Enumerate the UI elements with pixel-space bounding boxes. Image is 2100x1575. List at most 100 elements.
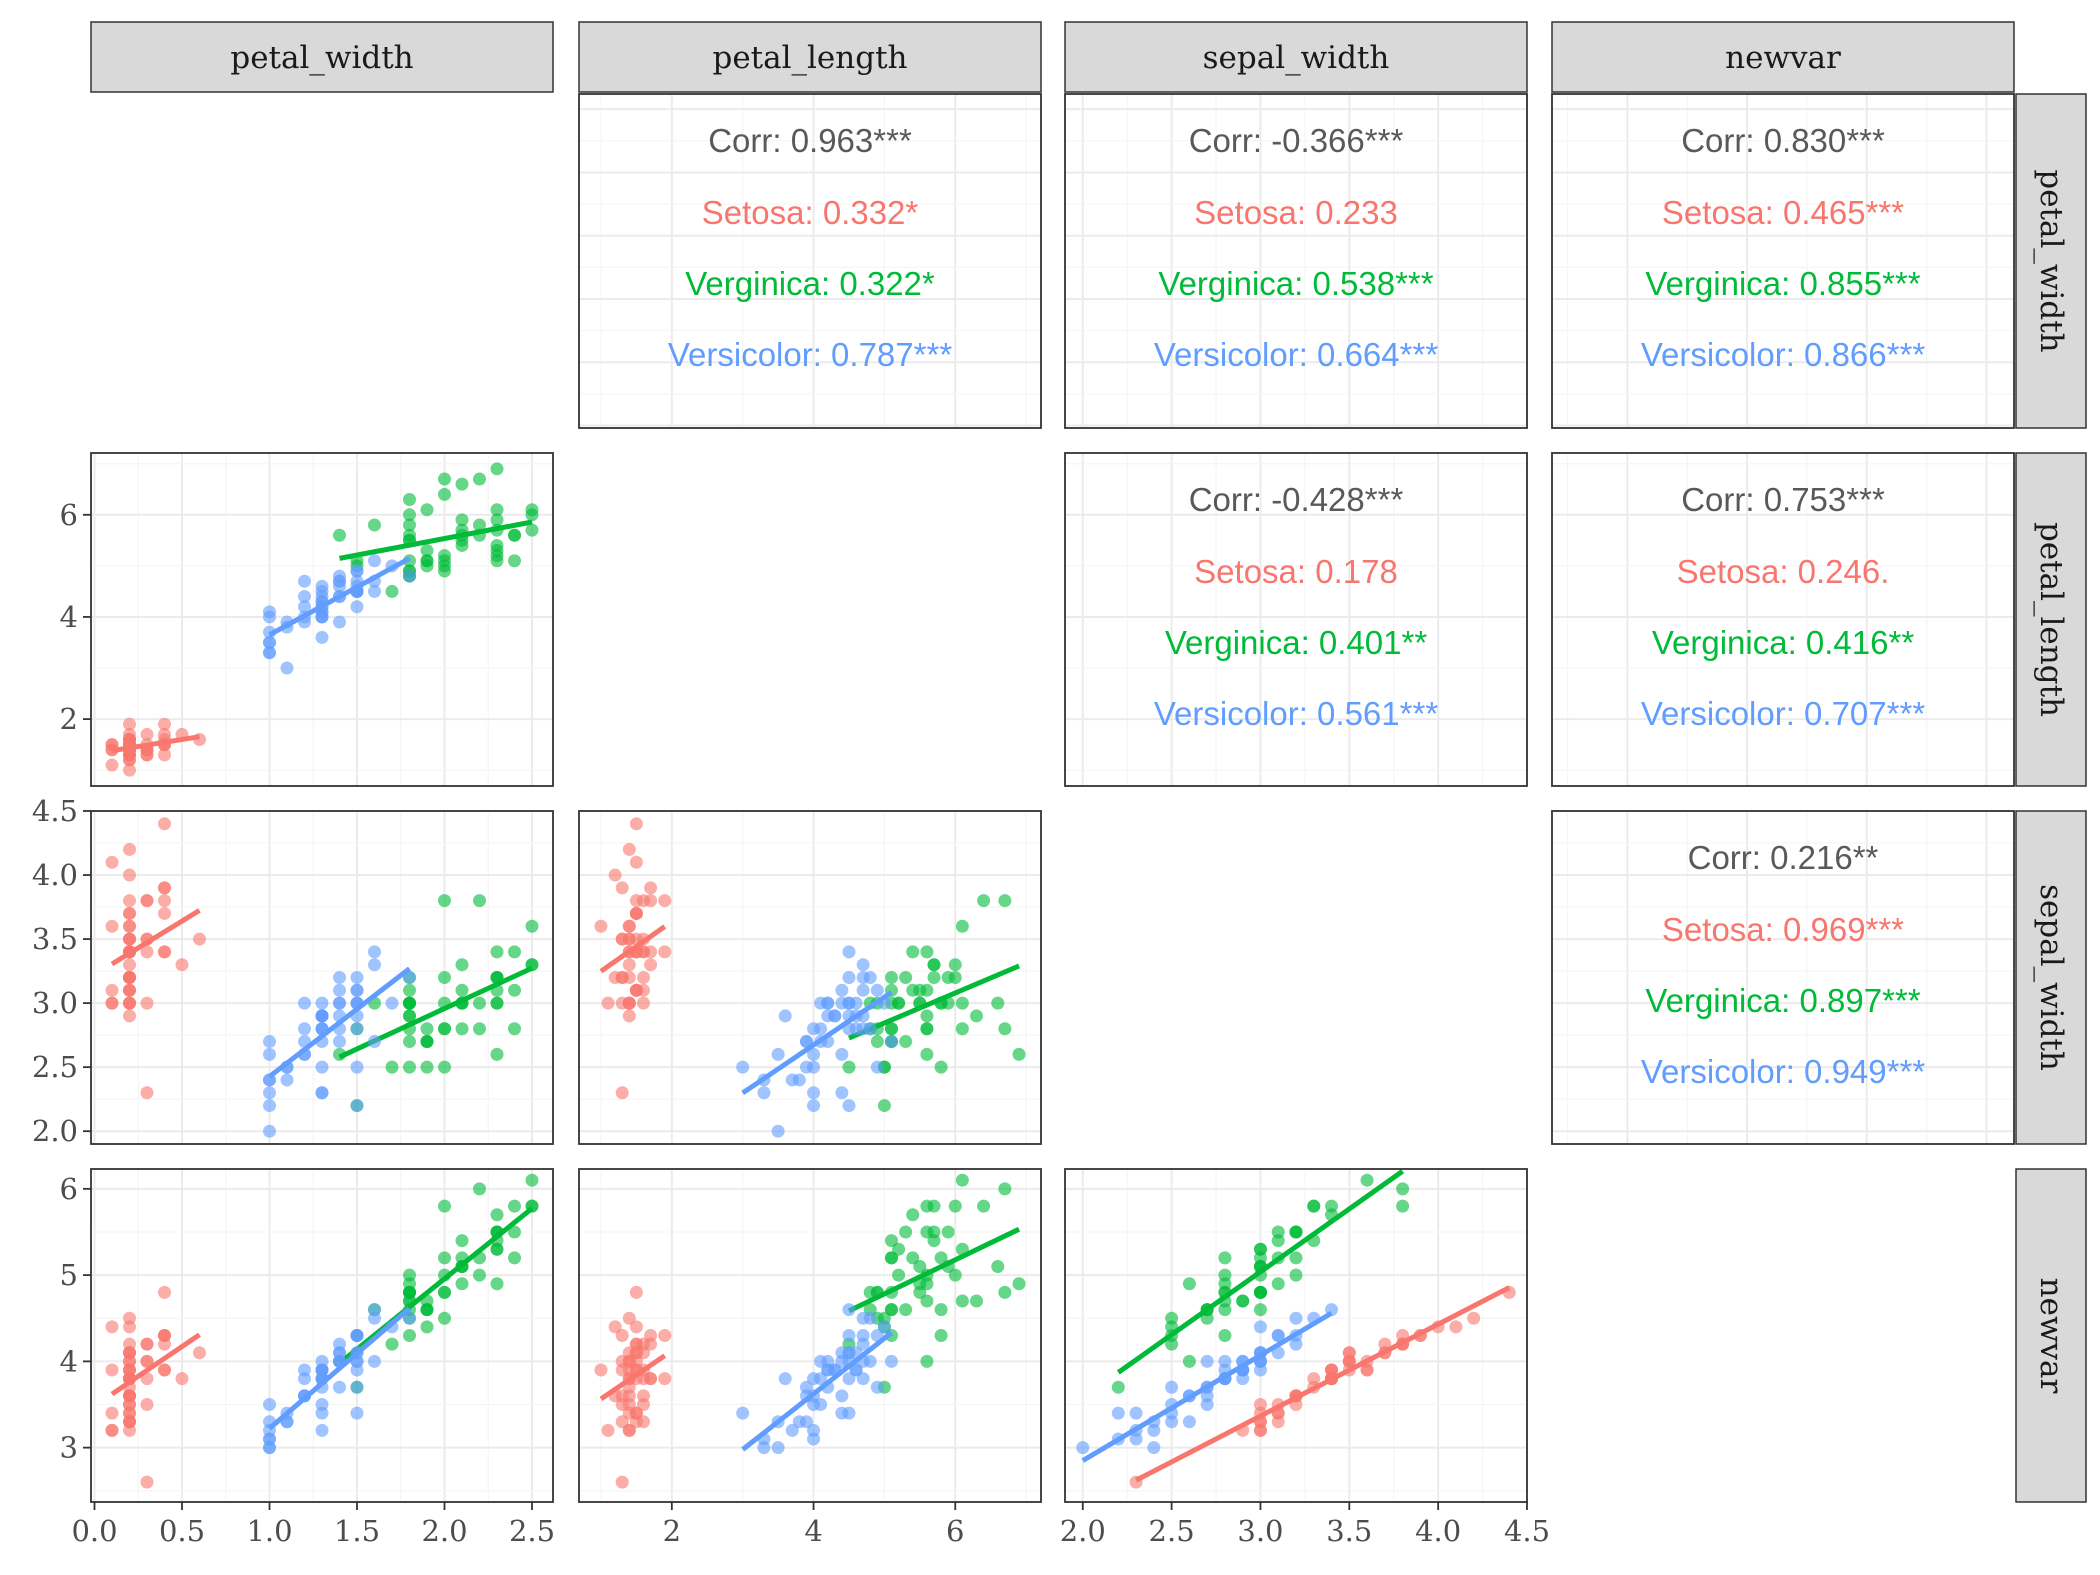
point-setosa — [636, 1415, 650, 1429]
point-versicolor — [1289, 1311, 1303, 1325]
correlation-label-overall: Corr: -0.428*** — [1189, 481, 1404, 518]
point-setosa — [175, 1372, 189, 1386]
point-versicolor — [315, 1423, 329, 1437]
column-strip-box — [90, 21, 554, 93]
point-setosa — [158, 1285, 171, 1299]
panel-border — [1551, 93, 2015, 429]
point-versicolor — [333, 1380, 346, 1394]
point-virginica — [913, 1259, 927, 1273]
point-versicolor — [350, 564, 364, 578]
panel-newvar-vs-petal_width — [90, 1168, 554, 1503]
panel-border — [578, 93, 1042, 429]
point-virginica — [333, 528, 346, 542]
regression-line-virginica — [337, 1206, 534, 1366]
point-virginica — [490, 1047, 504, 1061]
point-setosa — [158, 945, 171, 959]
point-setosa — [123, 842, 136, 856]
x-tick-label: 3.5 — [1326, 1514, 1372, 1548]
point-setosa — [629, 817, 643, 831]
point-setosa — [629, 855, 643, 869]
point-virginica — [1253, 1303, 1267, 1317]
point-setosa — [123, 1009, 136, 1023]
correlation-label-versicolor: Versicolor: 0.707*** — [1641, 695, 1925, 732]
y-tick-label: 2.0 — [32, 1114, 78, 1148]
correlation-label-overall: Corr: 0.216** — [1688, 839, 1879, 876]
point-virginica — [403, 1035, 416, 1049]
correlation-label-overall: Corr: 0.830*** — [1681, 122, 1885, 159]
point-setosa — [123, 1311, 136, 1325]
regression-line-virginica — [847, 1226, 1021, 1314]
y-tick-label: 3 — [60, 1431, 78, 1465]
panel-border — [578, 1168, 1042, 1503]
point-versicolor — [298, 1363, 311, 1377]
point-virginica — [1289, 1251, 1303, 1265]
point-virginica — [899, 1225, 913, 1239]
point-virginica — [385, 1337, 399, 1351]
point-virginica — [508, 528, 521, 542]
row-strip-label-petal_width: petal_width — [2033, 169, 2069, 352]
point-setosa — [105, 855, 119, 869]
point-virginica — [870, 1035, 884, 1049]
point-virginica — [920, 1009, 934, 1023]
regression-line-setosa — [599, 924, 667, 974]
point-setosa — [123, 932, 136, 946]
point-setosa — [615, 1415, 629, 1429]
regression-line-virginica — [847, 963, 1021, 1041]
point-virginica — [455, 513, 469, 527]
x-tick-label: 0.5 — [159, 1514, 205, 1548]
panel-grid — [1552, 453, 2014, 786]
point-setosa — [105, 758, 119, 772]
point-virginica — [490, 538, 504, 552]
point-virginica — [438, 1251, 451, 1265]
regression-line-versicolor — [268, 556, 411, 637]
point-virginica — [508, 554, 521, 568]
panel-background — [1065, 94, 1527, 428]
regression-line-setosa — [599, 1353, 667, 1401]
point-setosa — [123, 906, 136, 920]
series-versicolor — [736, 945, 898, 1138]
point-virginica — [490, 996, 504, 1010]
point-versicolor — [333, 1035, 346, 1049]
point-versicolor — [263, 1124, 276, 1138]
correlation-label-overall: Corr: 0.753*** — [1681, 481, 1885, 518]
point-versicolor — [771, 1441, 785, 1455]
point-virginica — [403, 518, 416, 532]
point-versicolor — [298, 600, 311, 614]
panel-border — [90, 452, 554, 787]
point-virginica — [1396, 1199, 1410, 1213]
point-setosa — [193, 932, 206, 946]
point-virginica — [420, 1320, 434, 1334]
point-versicolor — [1129, 1432, 1143, 1446]
point-virginica — [927, 971, 941, 984]
point-setosa — [629, 1285, 643, 1299]
point-versicolor — [333, 579, 346, 593]
point-versicolor — [785, 1423, 799, 1437]
point-virginica — [508, 1225, 521, 1239]
regression-line-versicolor — [741, 990, 893, 1096]
point-versicolor — [884, 1354, 898, 1368]
point-virginica — [455, 538, 469, 552]
point-virginica — [473, 1268, 486, 1282]
panel-petal_length-vs-petal_width — [90, 452, 554, 787]
regression-line-virginica — [1116, 1169, 1405, 1375]
column-strip-box — [578, 21, 1042, 93]
panel-grid — [1552, 94, 2014, 428]
point-versicolor — [350, 600, 364, 614]
x-tick-label: 0.0 — [71, 1514, 117, 1548]
point-setosa — [615, 1354, 629, 1368]
point-setosa — [1449, 1320, 1463, 1334]
point-versicolor — [315, 1060, 329, 1074]
point-setosa — [622, 919, 636, 933]
point-versicolor — [333, 1346, 346, 1360]
point-versicolor — [1182, 1415, 1196, 1429]
point-versicolor — [263, 635, 276, 649]
point-virginica — [420, 544, 434, 558]
point-versicolor — [807, 1047, 821, 1061]
panel-grid — [91, 453, 553, 786]
y-tick-label: 3.0 — [32, 986, 78, 1020]
regression-line-versicolor — [741, 1330, 894, 1452]
point-versicolor — [835, 1406, 849, 1420]
series-versicolor — [263, 945, 416, 1138]
correlation-label-overall: Corr: 0.963*** — [708, 122, 912, 159]
point-virginica — [934, 1303, 948, 1317]
